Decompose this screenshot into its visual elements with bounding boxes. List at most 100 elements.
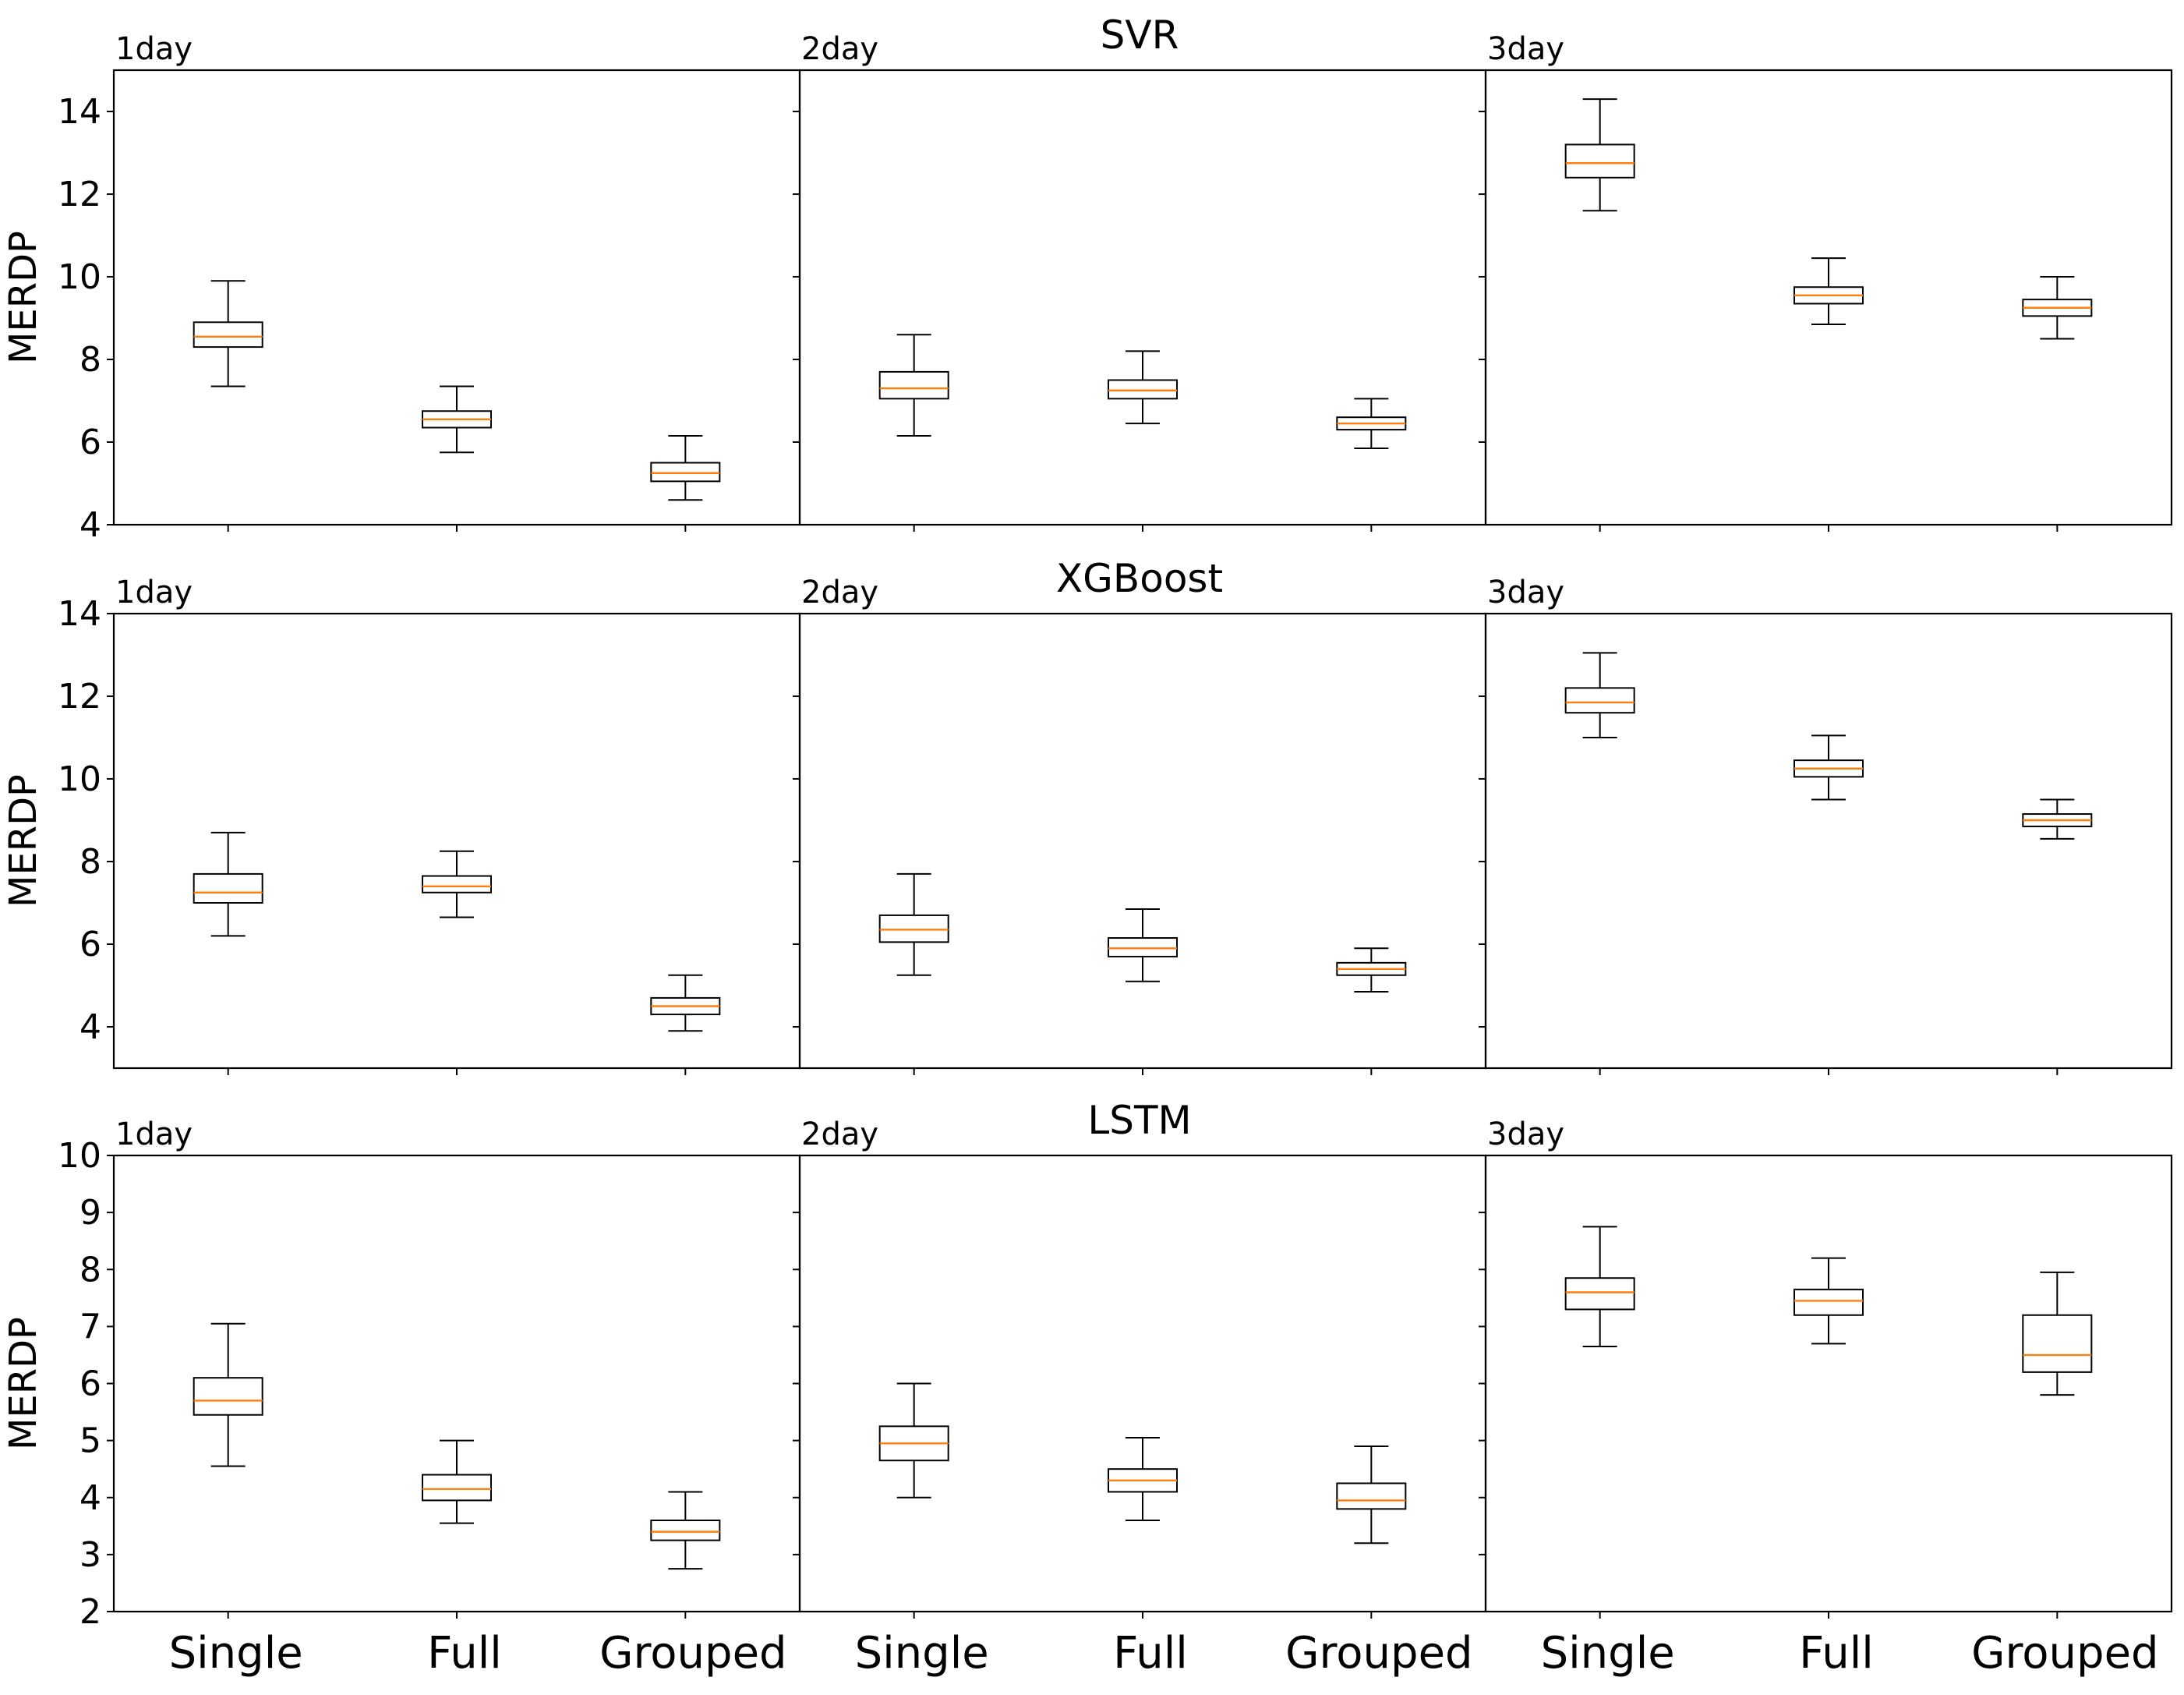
- y-tick-label: 14: [58, 594, 101, 634]
- y-tick-label: 8: [80, 340, 101, 380]
- iqr-box: [878, 914, 949, 943]
- box-full: Full: [1793, 1257, 1874, 1679]
- box-grouped: [1336, 398, 1407, 532]
- y-tick-label: 4: [80, 1478, 101, 1518]
- y-tick-label: 10: [58, 257, 101, 297]
- y-tick-label: 10: [58, 1136, 101, 1176]
- row-title: LSTM: [1087, 1098, 1191, 1143]
- y-tick-label: 9: [80, 1193, 101, 1233]
- box-full: [422, 385, 492, 532]
- panel-svr-2day: 2day: [793, 31, 1487, 532]
- box-single: Single: [169, 1322, 303, 1679]
- box-single: [878, 334, 949, 532]
- box-single: [193, 280, 263, 532]
- x-tick-label: Full: [427, 1628, 502, 1679]
- y-tick-label: 4: [80, 1007, 101, 1047]
- box-full: Full: [422, 1439, 502, 1679]
- iqr-box: [1564, 143, 1635, 179]
- panel-lstm-2day: 2day Single Full Grouped: [793, 1116, 1487, 1679]
- panel-frame: [798, 69, 1487, 526]
- panel-lstm-1day: 1day Single Full Grouped: [112, 1116, 801, 1679]
- subplot-row-xgboost: XGBoost MERDP 4 6 8 10 12 14 1day 2day 3day: [2, 556, 2173, 1075]
- panel-frame: [112, 1154, 801, 1613]
- x-tick-label: Single: [855, 1628, 989, 1679]
- panel-frame: [798, 612, 1487, 1070]
- panel-lstm-3day: 3day Single Full Grouped: [1479, 1116, 2173, 1679]
- box-full: [1793, 257, 1864, 532]
- box-grouped: Grouped: [1285, 1445, 1473, 1679]
- panel-day-label: 1day: [115, 1116, 193, 1152]
- box-full: [1108, 908, 1178, 1075]
- box-full: Full: [1108, 1436, 1188, 1679]
- iqr-box: [650, 1520, 721, 1541]
- panel-xgboost-2day: 2day: [793, 575, 1487, 1075]
- y-axis-label: MERDP: [2, 1317, 45, 1450]
- panel-xgboost-1day: 1day: [112, 575, 801, 1075]
- subplot-row-lstm: LSTM MERDP 2 3 4 5 6 7 8 9 10 1day Single Full Grouped…: [2, 1098, 2173, 1679]
- box-grouped: [2022, 276, 2093, 532]
- y-tick-label: 7: [80, 1307, 101, 1346]
- y-tick-label: 10: [58, 759, 101, 799]
- iqr-box: [193, 321, 263, 349]
- box-full: [1793, 734, 1864, 1075]
- panel-day-label: 3day: [1487, 1116, 1564, 1152]
- box-grouped: Grouped: [599, 1491, 787, 1679]
- y-tick-label: 6: [80, 925, 101, 964]
- y-tick-label: 8: [80, 1250, 101, 1290]
- x-tick-label: Full: [1113, 1628, 1188, 1679]
- y-axis-label: MERDP: [2, 231, 45, 364]
- panel-day-label: 2day: [801, 1116, 878, 1152]
- panel-day-label: 3day: [1487, 31, 1564, 67]
- iqr-box: [2022, 1314, 2093, 1373]
- box-grouped: Grouped: [1971, 1271, 2159, 1679]
- panel-frame: [1484, 69, 2173, 526]
- subplot-row-svr: SVR MERDP 4 6 8 10 12 14 1day 2day 3day: [2, 12, 2173, 545]
- y-tick-label: 12: [58, 677, 101, 717]
- box-single: [1564, 98, 1635, 532]
- row-title: SVR: [1101, 12, 1179, 58]
- y-tick-label: 12: [58, 175, 101, 214]
- y-tick-label: 4: [80, 505, 101, 545]
- x-tick-label: Single: [1541, 1628, 1675, 1679]
- panel-svr-1day: 1day: [112, 31, 801, 532]
- panel-day-label: 3day: [1487, 575, 1564, 610]
- iqr-box: [422, 875, 492, 894]
- iqr-box: [1564, 1277, 1635, 1311]
- iqr-box: [650, 462, 721, 483]
- box-single: Single: [1541, 1226, 1675, 1679]
- y-tick-label: 2: [80, 1592, 101, 1632]
- y-tick-label: 8: [80, 842, 101, 882]
- x-tick-label: Grouped: [599, 1628, 787, 1679]
- x-tick-label: Single: [169, 1628, 303, 1679]
- iqr-box: [193, 872, 263, 904]
- box-grouped: [650, 435, 721, 532]
- iqr-box: [193, 1377, 263, 1416]
- panel-day-label: 2day: [801, 31, 878, 67]
- iqr-box: [1793, 1288, 1864, 1316]
- row-title: XGBoost: [1056, 556, 1223, 601]
- iqr-box: [1336, 1482, 1407, 1510]
- panel-frame: [1484, 612, 2173, 1070]
- iqr-box: [1108, 937, 1178, 957]
- iqr-box: [1108, 379, 1178, 400]
- panel-svr-3day: 3day: [1479, 31, 2173, 532]
- x-tick-label: Grouped: [1285, 1628, 1473, 1679]
- iqr-box: [1564, 687, 1635, 714]
- box-single: [1564, 652, 1635, 1075]
- iqr-box: [878, 370, 949, 400]
- box-full: [422, 850, 492, 1075]
- box-single: [878, 872, 949, 1075]
- panel-day-label: 2day: [801, 575, 878, 610]
- x-tick-label: Full: [1799, 1628, 1874, 1679]
- y-tick-label: 6: [80, 423, 101, 462]
- y-tick-label: 3: [80, 1535, 101, 1575]
- panel-xgboost-3day: 3day: [1479, 575, 2173, 1075]
- box-single: [193, 831, 263, 1075]
- panel-frame: [112, 612, 801, 1070]
- y-tick-label: 6: [80, 1364, 101, 1404]
- x-tick-label: Grouped: [1971, 1628, 2159, 1679]
- panel-day-label: 1day: [115, 31, 193, 67]
- iqr-box: [422, 1474, 492, 1502]
- y-axis-label: MERDP: [2, 774, 45, 908]
